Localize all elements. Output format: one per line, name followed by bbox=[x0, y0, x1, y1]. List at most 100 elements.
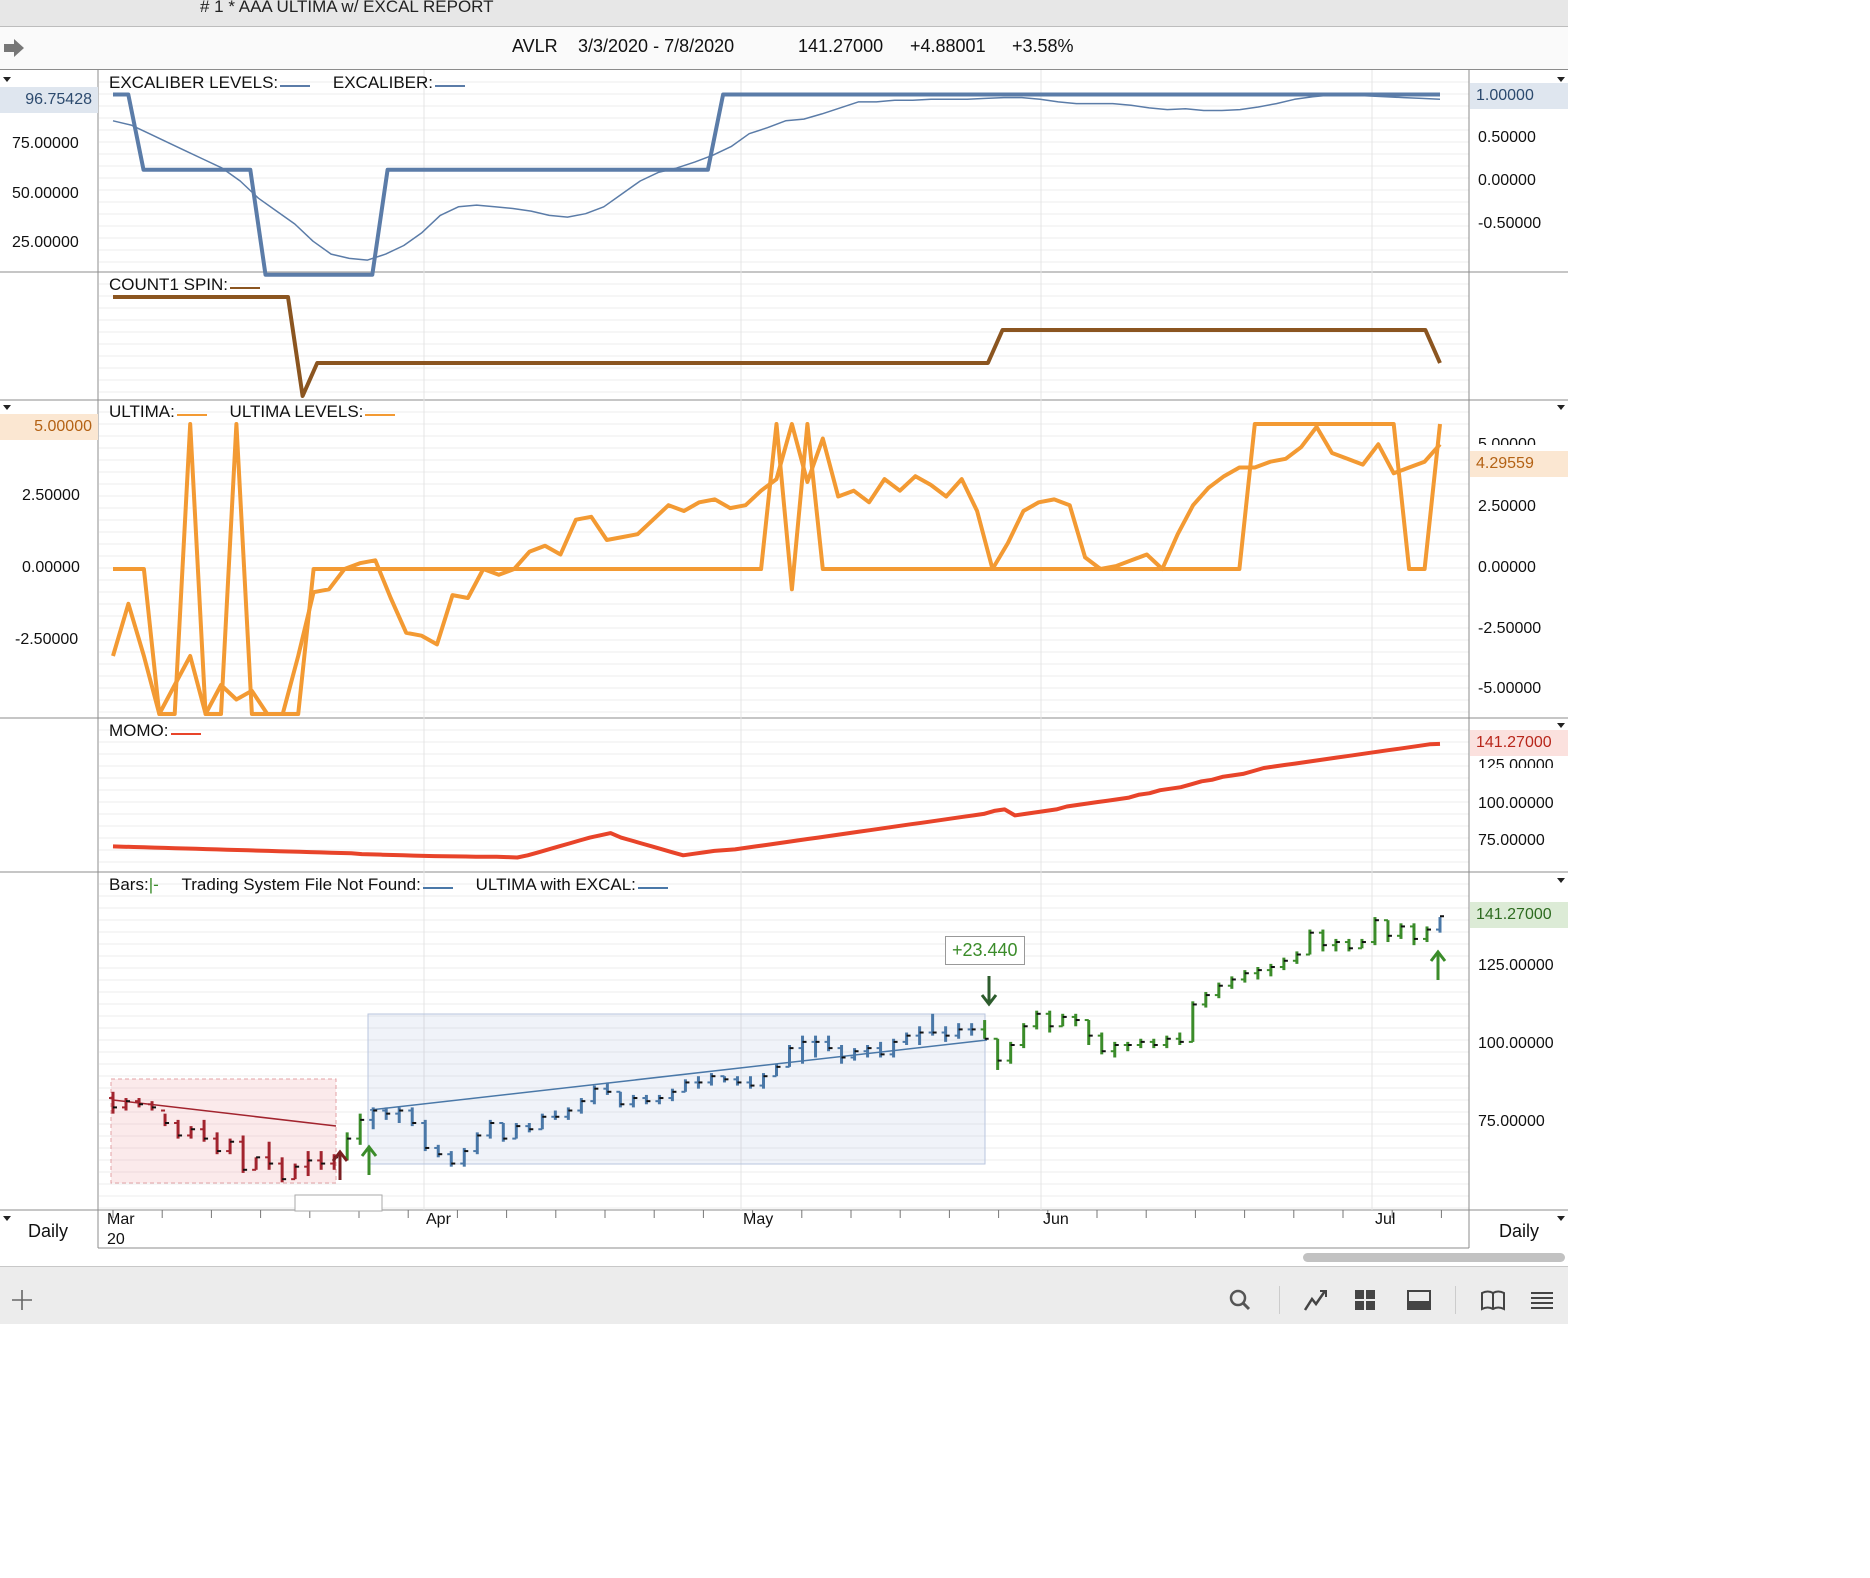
exit-arrow-icon bbox=[980, 994, 998, 1007]
momo-right-tick: 75.00000 bbox=[1478, 832, 1545, 849]
sell-exit-arrow-icon bbox=[331, 1149, 349, 1162]
toolbar-divider bbox=[1455, 1286, 1456, 1314]
short-trade-box bbox=[110, 1078, 337, 1184]
count1-label: COUNT1 SPIN: bbox=[109, 275, 229, 294]
ultima-right-tick: 2.50000 bbox=[1478, 498, 1536, 515]
toolbar-divider bbox=[1279, 1286, 1280, 1314]
ultima-label: ULTIMA: bbox=[109, 402, 175, 421]
trade-profit-label: +23.440 bbox=[945, 936, 1025, 965]
long-trend-line bbox=[369, 1039, 988, 1111]
excal-levels-swatch bbox=[280, 85, 311, 87]
price-right-tick: 75.00000 bbox=[1478, 1113, 1545, 1130]
trade-label-box-partial bbox=[294, 1194, 383, 1212]
search-icon[interactable] bbox=[1227, 1287, 1253, 1313]
momo-pane-labels: MOMO: bbox=[109, 721, 201, 741]
ultima-pane-labels: ULTIMA: ULTIMA LEVELS: bbox=[109, 402, 396, 422]
price-right-tick: 125.00000 bbox=[1478, 957, 1554, 974]
window-title-bar: # 1 * AAA ULTIMA w/ EXCAL REPORT bbox=[0, 0, 1568, 27]
last-price: 141.27000 bbox=[798, 36, 884, 56]
pane-menu-triangle-icon[interactable] bbox=[1557, 77, 1565, 82]
ultima-line bbox=[111, 422, 1442, 716]
date-range: 3/3/2020 - 7/8/2020 bbox=[578, 36, 735, 56]
buy-arrow-icon bbox=[360, 1144, 378, 1157]
bars-label: Bars: bbox=[109, 875, 149, 894]
excal-levels-line bbox=[113, 92, 1440, 277]
chart-header: AVLR 3/3/2020 - 7/8/2020 141.27000 +4.88… bbox=[0, 27, 1568, 70]
period-menu-triangle-icon[interactable] bbox=[3, 1216, 11, 1221]
window-title: # 1 * AAA ULTIMA w/ EXCAL REPORT bbox=[200, 0, 494, 16]
pane-menu-triangle-icon[interactable] bbox=[1557, 723, 1565, 728]
month-label: Apr bbox=[426, 1211, 451, 1228]
pane-menu-triangle-icon[interactable] bbox=[3, 77, 11, 82]
ultima-excal-label: ULTIMA with EXCAL: bbox=[475, 875, 636, 894]
pane-menu-triangle-icon[interactable] bbox=[1557, 405, 1565, 410]
ultima-right-highlight: 4.29559 bbox=[1470, 451, 1568, 477]
ultima-right-tick: -5.00000 bbox=[1478, 680, 1542, 697]
ultima-left-highlight: 5.00000 bbox=[0, 414, 98, 440]
ultima-levels-label: ULTIMA LEVELS: bbox=[229, 402, 364, 421]
ultima-right-tick: 5.00000 bbox=[1478, 436, 1536, 445]
ultima-left-tick: 2.50000 bbox=[22, 487, 80, 504]
menu-icon[interactable] bbox=[1529, 1287, 1555, 1313]
pane-menu-triangle-icon[interactable] bbox=[3, 405, 11, 410]
ultima-right-tick: -2.50000 bbox=[1478, 620, 1542, 637]
excal-left-tick: 50.00000 bbox=[12, 185, 79, 202]
momo-right-tick: 125.00000 bbox=[1478, 757, 1554, 768]
month-label: May bbox=[743, 1211, 774, 1228]
ultima-right-tick: 0.00000 bbox=[1478, 559, 1536, 576]
buy-arrow-icon bbox=[1429, 949, 1447, 962]
trading-system-label: Trading System File Not Found: bbox=[181, 875, 421, 894]
pane-menu-triangle-icon[interactable] bbox=[1557, 878, 1565, 883]
excal-left-tick: 25.00000 bbox=[12, 234, 79, 251]
month-label: Mar bbox=[107, 1211, 135, 1228]
pane-icon[interactable] bbox=[1406, 1287, 1432, 1313]
bottom-toolbar bbox=[0, 1266, 1568, 1324]
ultima-left-tick: -2.50000 bbox=[15, 631, 79, 648]
excal-right-tick: 0.50000 bbox=[1478, 129, 1536, 146]
excal-swatch bbox=[435, 85, 466, 87]
excal-right-tick: 0.00000 bbox=[1478, 172, 1536, 189]
long-trade-box bbox=[367, 1013, 986, 1165]
price-right-tick: 100.00000 bbox=[1478, 1035, 1554, 1052]
month-label: Jun bbox=[1043, 1211, 1069, 1228]
count1-swatch bbox=[230, 287, 261, 289]
chart-area[interactable] bbox=[0, 70, 1568, 1266]
count1-pane-labels: COUNT1 SPIN: bbox=[109, 275, 261, 295]
period-menu-triangle-icon[interactable] bbox=[1557, 1216, 1565, 1221]
left-period-selector[interactable]: Daily bbox=[28, 1221, 69, 1241]
price-change-percent: +3.58% bbox=[1012, 36, 1074, 56]
momo-line bbox=[112, 741, 1441, 860]
ultima-left-tick: 0.00000 bbox=[22, 559, 80, 576]
excal-right-tick: -0.50000 bbox=[1478, 215, 1542, 232]
arrow-right-icon[interactable] bbox=[2, 37, 26, 59]
excal-left-tick: 75.00000 bbox=[12, 135, 79, 152]
excal-label: EXCALIBER: bbox=[332, 73, 434, 92]
month-label: Jul bbox=[1375, 1211, 1396, 1228]
right-period-selector[interactable]: Daily bbox=[1499, 1221, 1540, 1241]
price-pane-labels: Bars:|- Trading System File Not Found: U… bbox=[109, 875, 668, 895]
horizontal-scrollbar[interactable] bbox=[1303, 1253, 1565, 1262]
excal-pane-labels: EXCALIBER LEVELS: EXCALIBER: bbox=[109, 73, 466, 93]
momo-label: MOMO: bbox=[109, 721, 169, 740]
excal-left-highlight: 96.75428 bbox=[0, 87, 98, 113]
line-chart-icon[interactable] bbox=[1303, 1287, 1329, 1313]
momo-swatch bbox=[170, 733, 201, 735]
ultima-swatch bbox=[176, 414, 207, 416]
ultima-levels-swatch bbox=[365, 414, 396, 416]
excal-line bbox=[112, 94, 1441, 261]
ultima-excal-swatch bbox=[637, 887, 668, 889]
year-label: 20 bbox=[107, 1231, 125, 1248]
momo-right-tick: 100.00000 bbox=[1478, 795, 1554, 812]
grid-icon[interactable] bbox=[1352, 1287, 1378, 1313]
add-icon[interactable] bbox=[9, 1287, 35, 1313]
symbol: AVLR bbox=[512, 36, 558, 56]
book-icon[interactable] bbox=[1480, 1287, 1506, 1313]
excal-right-highlight: 1.00000 bbox=[1470, 83, 1568, 109]
bars-marker: |- bbox=[148, 875, 159, 894]
price-right-highlight: 141.27000 bbox=[1470, 902, 1568, 928]
price-change: +4.88001 bbox=[910, 36, 986, 56]
momo-right-highlight: 141.27000 bbox=[1470, 730, 1568, 756]
trading-system-swatch bbox=[422, 887, 453, 889]
ultima-levels-line bbox=[113, 422, 1442, 716]
count1-spin-line bbox=[113, 295, 1442, 398]
